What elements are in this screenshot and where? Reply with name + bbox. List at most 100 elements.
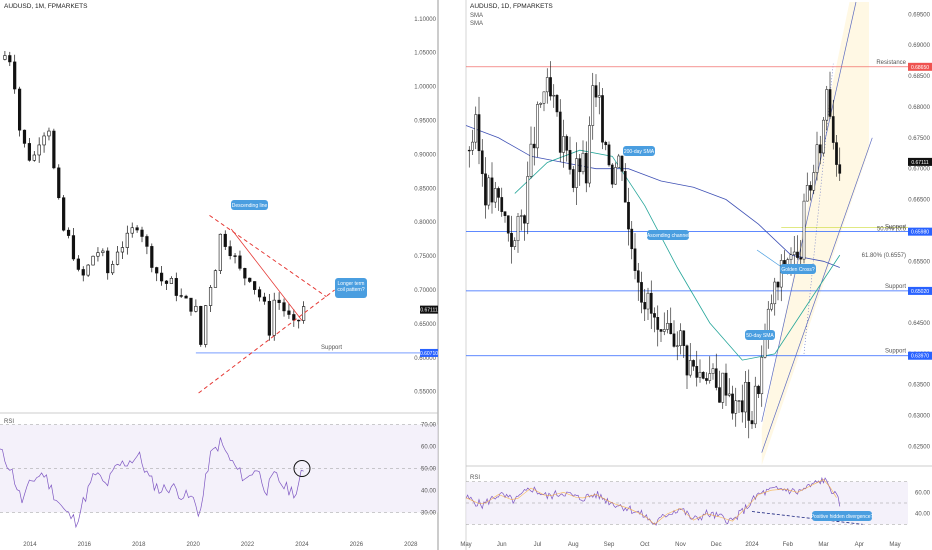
right-candle-down bbox=[467, 149, 471, 152]
left-x-tick-label: 2020 bbox=[186, 542, 200, 548]
right-candle-up bbox=[575, 158, 578, 188]
right-candle-down bbox=[682, 330, 686, 346]
ascending-channel-text: Ascending channel bbox=[647, 233, 689, 239]
left-support-value-box bbox=[420, 348, 438, 357]
right-candle-down bbox=[757, 385, 760, 395]
sma-50-text: 50-day SMA bbox=[746, 333, 774, 339]
triangle-support-line bbox=[198, 289, 335, 394]
left-candle-up bbox=[213, 270, 218, 288]
right-candle-down bbox=[796, 251, 799, 258]
right-x-tick-label: Nov bbox=[675, 542, 686, 548]
right-candle-up bbox=[519, 215, 523, 217]
left-x-tick-label: 2014 bbox=[23, 542, 37, 548]
right-candle-up bbox=[493, 188, 497, 203]
left-candle-down bbox=[267, 300, 271, 336]
right-x-tick-label: Dec bbox=[711, 542, 722, 548]
right-candle-down bbox=[799, 257, 803, 260]
right-candle-down bbox=[669, 323, 673, 335]
left-candle-down bbox=[199, 305, 203, 345]
left-candle-down bbox=[277, 299, 281, 303]
left-candle-down bbox=[76, 258, 80, 270]
right-candle-down bbox=[594, 85, 598, 98]
right-candle-down bbox=[685, 345, 689, 376]
resistance-value-box bbox=[908, 62, 932, 71]
right-candle-up bbox=[815, 144, 819, 173]
left-support-label: Support bbox=[321, 345, 342, 351]
right-candle-down bbox=[643, 302, 647, 310]
right-candle-down bbox=[627, 201, 630, 230]
right-x-tick-label: Aug bbox=[568, 542, 579, 548]
right-candle-down bbox=[549, 77, 552, 97]
left-candle-up bbox=[47, 130, 51, 137]
left-candle-up bbox=[130, 227, 134, 234]
left-candle-down bbox=[22, 129, 27, 144]
right-candle-down bbox=[610, 164, 614, 185]
right-legend-sma-1: SMA bbox=[470, 13, 483, 19]
right-candle-down bbox=[604, 141, 608, 146]
right-candle-down bbox=[565, 136, 569, 151]
right-y-tick-label: 0.63000 bbox=[908, 414, 930, 420]
left-candle-up bbox=[272, 299, 276, 336]
right-candle-up bbox=[773, 281, 777, 305]
left-candle-down bbox=[233, 255, 237, 257]
right-price-label: 0.67111 bbox=[911, 160, 929, 166]
right-x-tick-label: Jul bbox=[534, 542, 542, 548]
right-candle-up bbox=[552, 94, 556, 97]
left-candle-down bbox=[253, 281, 257, 290]
right-candle-down bbox=[484, 173, 487, 206]
right-candle-down bbox=[692, 360, 695, 367]
left-chart-title: AUDUSD, 1M, FPMARKETS bbox=[4, 3, 88, 10]
left-rsi-tick: 60.00 bbox=[421, 445, 437, 451]
right-candle-up bbox=[536, 104, 539, 149]
left-candle-down bbox=[164, 280, 169, 284]
left-x-tick-label: 2028 bbox=[404, 542, 418, 548]
support-2-value: 0.65020 bbox=[911, 289, 929, 295]
left-support-value: 0.60710 bbox=[420, 351, 438, 357]
left-candle-down bbox=[179, 295, 183, 297]
left-candle-up bbox=[86, 264, 90, 276]
right-candle-up bbox=[542, 91, 546, 104]
right-candle-down bbox=[724, 372, 728, 396]
right-x-tick-label: Mar bbox=[818, 542, 828, 548]
left-candle-down bbox=[106, 250, 110, 274]
right-candle-up bbox=[597, 95, 601, 98]
left-candle-down bbox=[174, 278, 178, 296]
right-candle-up bbox=[812, 172, 816, 191]
left-candle-up bbox=[91, 255, 95, 266]
left-candle-down bbox=[228, 246, 232, 257]
left-y-tick-label: 1.05000 bbox=[414, 51, 436, 57]
descending-line bbox=[230, 228, 303, 321]
right-candle-up bbox=[562, 136, 565, 153]
left-x-tick-label: 2018 bbox=[132, 542, 146, 548]
right-candle-up bbox=[721, 372, 725, 403]
right-candle-down bbox=[578, 158, 582, 173]
left-candle-up bbox=[204, 305, 208, 345]
right-y-tick-label: 0.63500 bbox=[908, 383, 930, 389]
rsi-highlight-circle bbox=[293, 460, 311, 478]
right-y-tick-label: 0.62500 bbox=[908, 444, 930, 450]
right-candle-down bbox=[718, 387, 721, 403]
left-candle-down bbox=[282, 302, 286, 312]
right-candle-down bbox=[558, 111, 562, 153]
coil-pattern-bubble bbox=[335, 278, 367, 298]
left-y-tick-label: 0.95000 bbox=[414, 118, 436, 124]
right-candle-down bbox=[623, 171, 627, 203]
left-rsi-label: RSI bbox=[4, 419, 14, 425]
resistance-value: 0.68650 bbox=[911, 65, 929, 71]
golden-cross-pointer bbox=[756, 249, 781, 267]
fib-50-label: 50.0% (0.6 bbox=[877, 226, 907, 232]
right-candle-down bbox=[714, 368, 718, 388]
left-candle-up bbox=[3, 55, 7, 60]
fib-61-label: 61.80% (0.6557) bbox=[862, 253, 906, 259]
left-price-label: 0.67111 bbox=[420, 308, 438, 314]
right-candle-down bbox=[701, 371, 705, 379]
right-candle-up bbox=[617, 155, 621, 168]
right-candle-up bbox=[526, 176, 530, 224]
channel-mid-line bbox=[803, 63, 834, 354]
coil-pattern-text: coil pattern? bbox=[337, 287, 364, 293]
right-candle-up bbox=[770, 303, 773, 310]
left-candle-down bbox=[155, 267, 159, 274]
right-y-tick-label: 0.69500 bbox=[908, 12, 930, 18]
left-candle-up bbox=[101, 250, 105, 253]
